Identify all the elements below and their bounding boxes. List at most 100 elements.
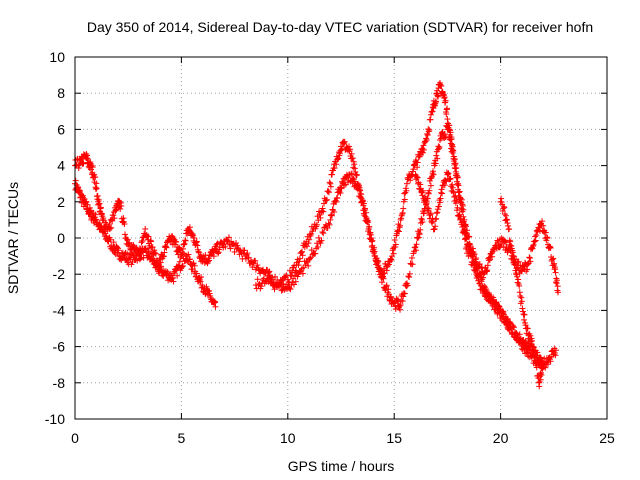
data-point: [318, 179, 333, 215]
data-point: [469, 259, 482, 284]
y-tick-label: 8: [57, 85, 65, 101]
y-axis-label: SDTVAR / TECUs: [5, 182, 21, 294]
data-point: [531, 221, 544, 245]
data-point: [397, 281, 410, 308]
data-point: [508, 324, 521, 344]
data-point: [327, 158, 340, 190]
data-point: [116, 198, 129, 242]
data-point: [97, 222, 110, 243]
grid: [75, 57, 607, 419]
data-point: [518, 259, 531, 275]
chart-title: Day 350 of 2014, Sidereal Day-to-day VTE…: [87, 19, 593, 35]
data-point: [250, 257, 265, 277]
data-point: [495, 306, 508, 326]
data-point: [431, 132, 444, 169]
data-point: [397, 185, 410, 223]
data-point: [306, 234, 322, 263]
y-tick-label: -2: [53, 266, 66, 282]
data-point: [203, 246, 216, 267]
data-point: [284, 269, 301, 293]
data-point: [540, 361, 547, 368]
y-tick-label: -4: [53, 302, 66, 318]
data-point: [210, 240, 223, 260]
x-tick-label: 20: [493, 430, 509, 446]
data-point: [476, 278, 489, 300]
data-point: [327, 197, 340, 223]
data-point: [148, 244, 161, 268]
data-point: [546, 345, 559, 365]
y-tick-label: -6: [53, 339, 66, 355]
data-point: [106, 204, 118, 232]
x-tick-label: 0: [71, 430, 79, 446]
data-point: [333, 178, 346, 202]
data-point: [529, 343, 542, 382]
data-point: [514, 331, 527, 350]
data-point: [95, 196, 106, 220]
x-tick-labels: 0 5 10 15 20 25: [71, 430, 615, 446]
x-tick-label: 10: [280, 430, 296, 446]
data-point: [163, 269, 176, 284]
y-tick-label: -8: [53, 375, 66, 391]
data-point: [359, 197, 372, 235]
data-point: [372, 253, 384, 278]
data-point: [555, 289, 562, 296]
data-point: [293, 240, 308, 269]
data-point: [120, 249, 133, 268]
data-point: [208, 296, 219, 306]
data-point: [497, 195, 510, 224]
data-point: [516, 289, 529, 329]
data-point: [365, 223, 378, 255]
y-tick-label: -10: [45, 411, 65, 427]
data-point: [444, 124, 457, 155]
data-point: [212, 303, 219, 310]
y-tick-label: 6: [57, 121, 65, 137]
data-point: [346, 146, 359, 175]
data-point: [550, 260, 561, 294]
data-point: [310, 208, 325, 232]
data-point: [450, 153, 463, 203]
data-point: [167, 233, 180, 255]
data-point: [523, 325, 535, 345]
data-point: [142, 225, 155, 251]
data-point: [352, 180, 365, 202]
data-point: [416, 138, 429, 160]
data-point: [316, 220, 333, 247]
data-point: [184, 224, 197, 244]
x-axis-label: GPS time / hours: [288, 458, 395, 474]
y-tick-label: 0: [57, 230, 65, 246]
data-point: [378, 273, 391, 300]
y-tick-label: 4: [57, 158, 65, 174]
data-point: [450, 189, 463, 220]
y-tick-label: 10: [49, 49, 65, 65]
series-track-b: [72, 79, 562, 296]
data-point: [403, 168, 416, 187]
data-point: [552, 347, 559, 354]
data-point: [182, 251, 195, 273]
data-points: [72, 79, 562, 390]
x-tick-label: 5: [178, 430, 186, 446]
data-point: [169, 262, 182, 285]
data-point: [346, 170, 359, 190]
data-point: [503, 216, 516, 259]
series-track-e: [497, 195, 547, 390]
data-point: [431, 195, 444, 232]
x-tick-label: 25: [599, 430, 615, 446]
data-point: [391, 221, 404, 251]
plot-frame: [74, 56, 608, 420]
data-point: [201, 283, 214, 301]
data-point: [535, 359, 546, 390]
x-tick-label: 15: [386, 430, 402, 446]
data-point: [510, 253, 523, 289]
data-point: [525, 238, 538, 267]
data-point: [423, 108, 435, 143]
data-point: [403, 244, 418, 289]
data-point: [444, 170, 457, 195]
data-point: [242, 250, 257, 271]
data-point: [233, 242, 248, 262]
data-point: [154, 251, 167, 273]
y-tick-labels: -10 -8 -6 -4 -2 0 2 4 6 8 10: [45, 49, 65, 427]
y-tick-label: 2: [57, 194, 65, 210]
data-point: [263, 274, 280, 293]
data-point: [157, 263, 169, 280]
